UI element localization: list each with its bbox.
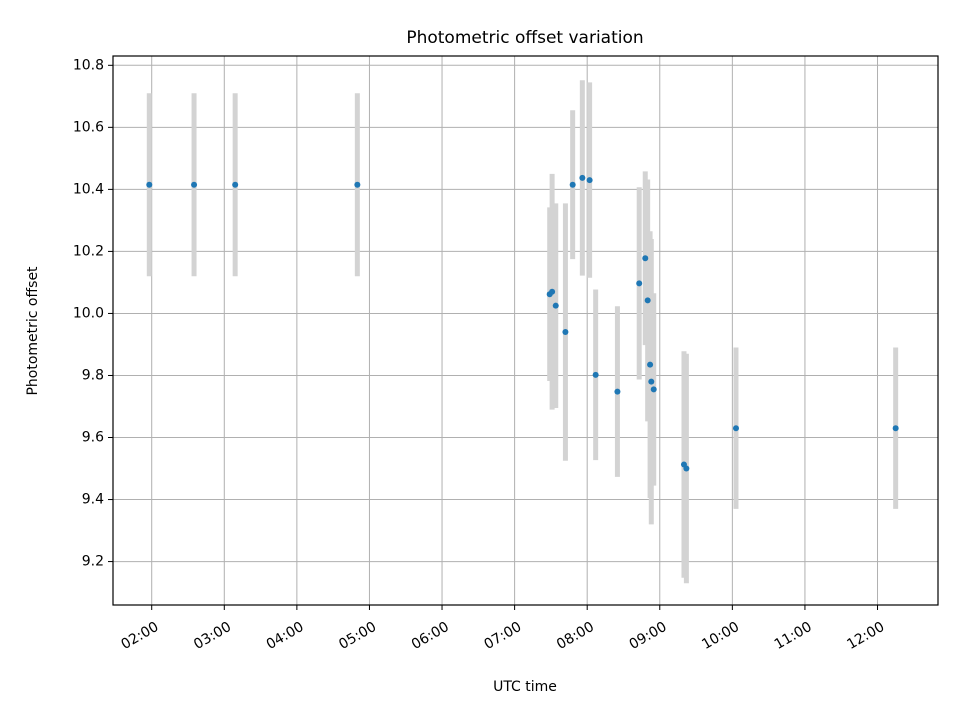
y-axis-label: Photometric offset xyxy=(25,266,41,396)
y-tick-label: 9.2 xyxy=(82,554,104,570)
data-point xyxy=(732,425,739,432)
data-point xyxy=(354,181,361,188)
grid-layer xyxy=(113,56,938,605)
y-tick-label: 9.4 xyxy=(82,492,104,508)
data-point-layer xyxy=(146,174,899,472)
data-point xyxy=(892,425,899,432)
data-point xyxy=(191,181,198,188)
data-point xyxy=(146,181,153,188)
data-point xyxy=(549,288,556,295)
data-point xyxy=(579,174,586,181)
y-tick-label: 9.8 xyxy=(82,367,104,383)
y-tick-label: 10.0 xyxy=(73,305,104,321)
data-point xyxy=(586,177,593,184)
data-point xyxy=(562,329,569,336)
data-point xyxy=(614,388,621,395)
y-tick-label: 10.8 xyxy=(73,57,104,73)
data-point xyxy=(647,361,654,368)
data-point xyxy=(648,378,655,385)
data-point xyxy=(650,386,657,393)
data-point xyxy=(644,297,651,304)
data-point xyxy=(636,280,643,287)
data-point xyxy=(552,302,559,309)
y-tick-label: 9.6 xyxy=(82,430,104,446)
y-tick-label: 10.4 xyxy=(73,181,104,197)
chart-title: Photometric offset variation xyxy=(406,28,643,48)
data-point xyxy=(592,371,599,378)
data-point xyxy=(683,465,690,472)
x-axis-label: UTC time xyxy=(493,679,557,695)
data-point xyxy=(232,181,239,188)
data-point xyxy=(642,255,649,262)
data-point xyxy=(569,181,576,188)
y-tick-label: 10.6 xyxy=(73,119,104,135)
axes-frame xyxy=(112,55,939,606)
y-tick-label: 10.2 xyxy=(73,243,104,259)
